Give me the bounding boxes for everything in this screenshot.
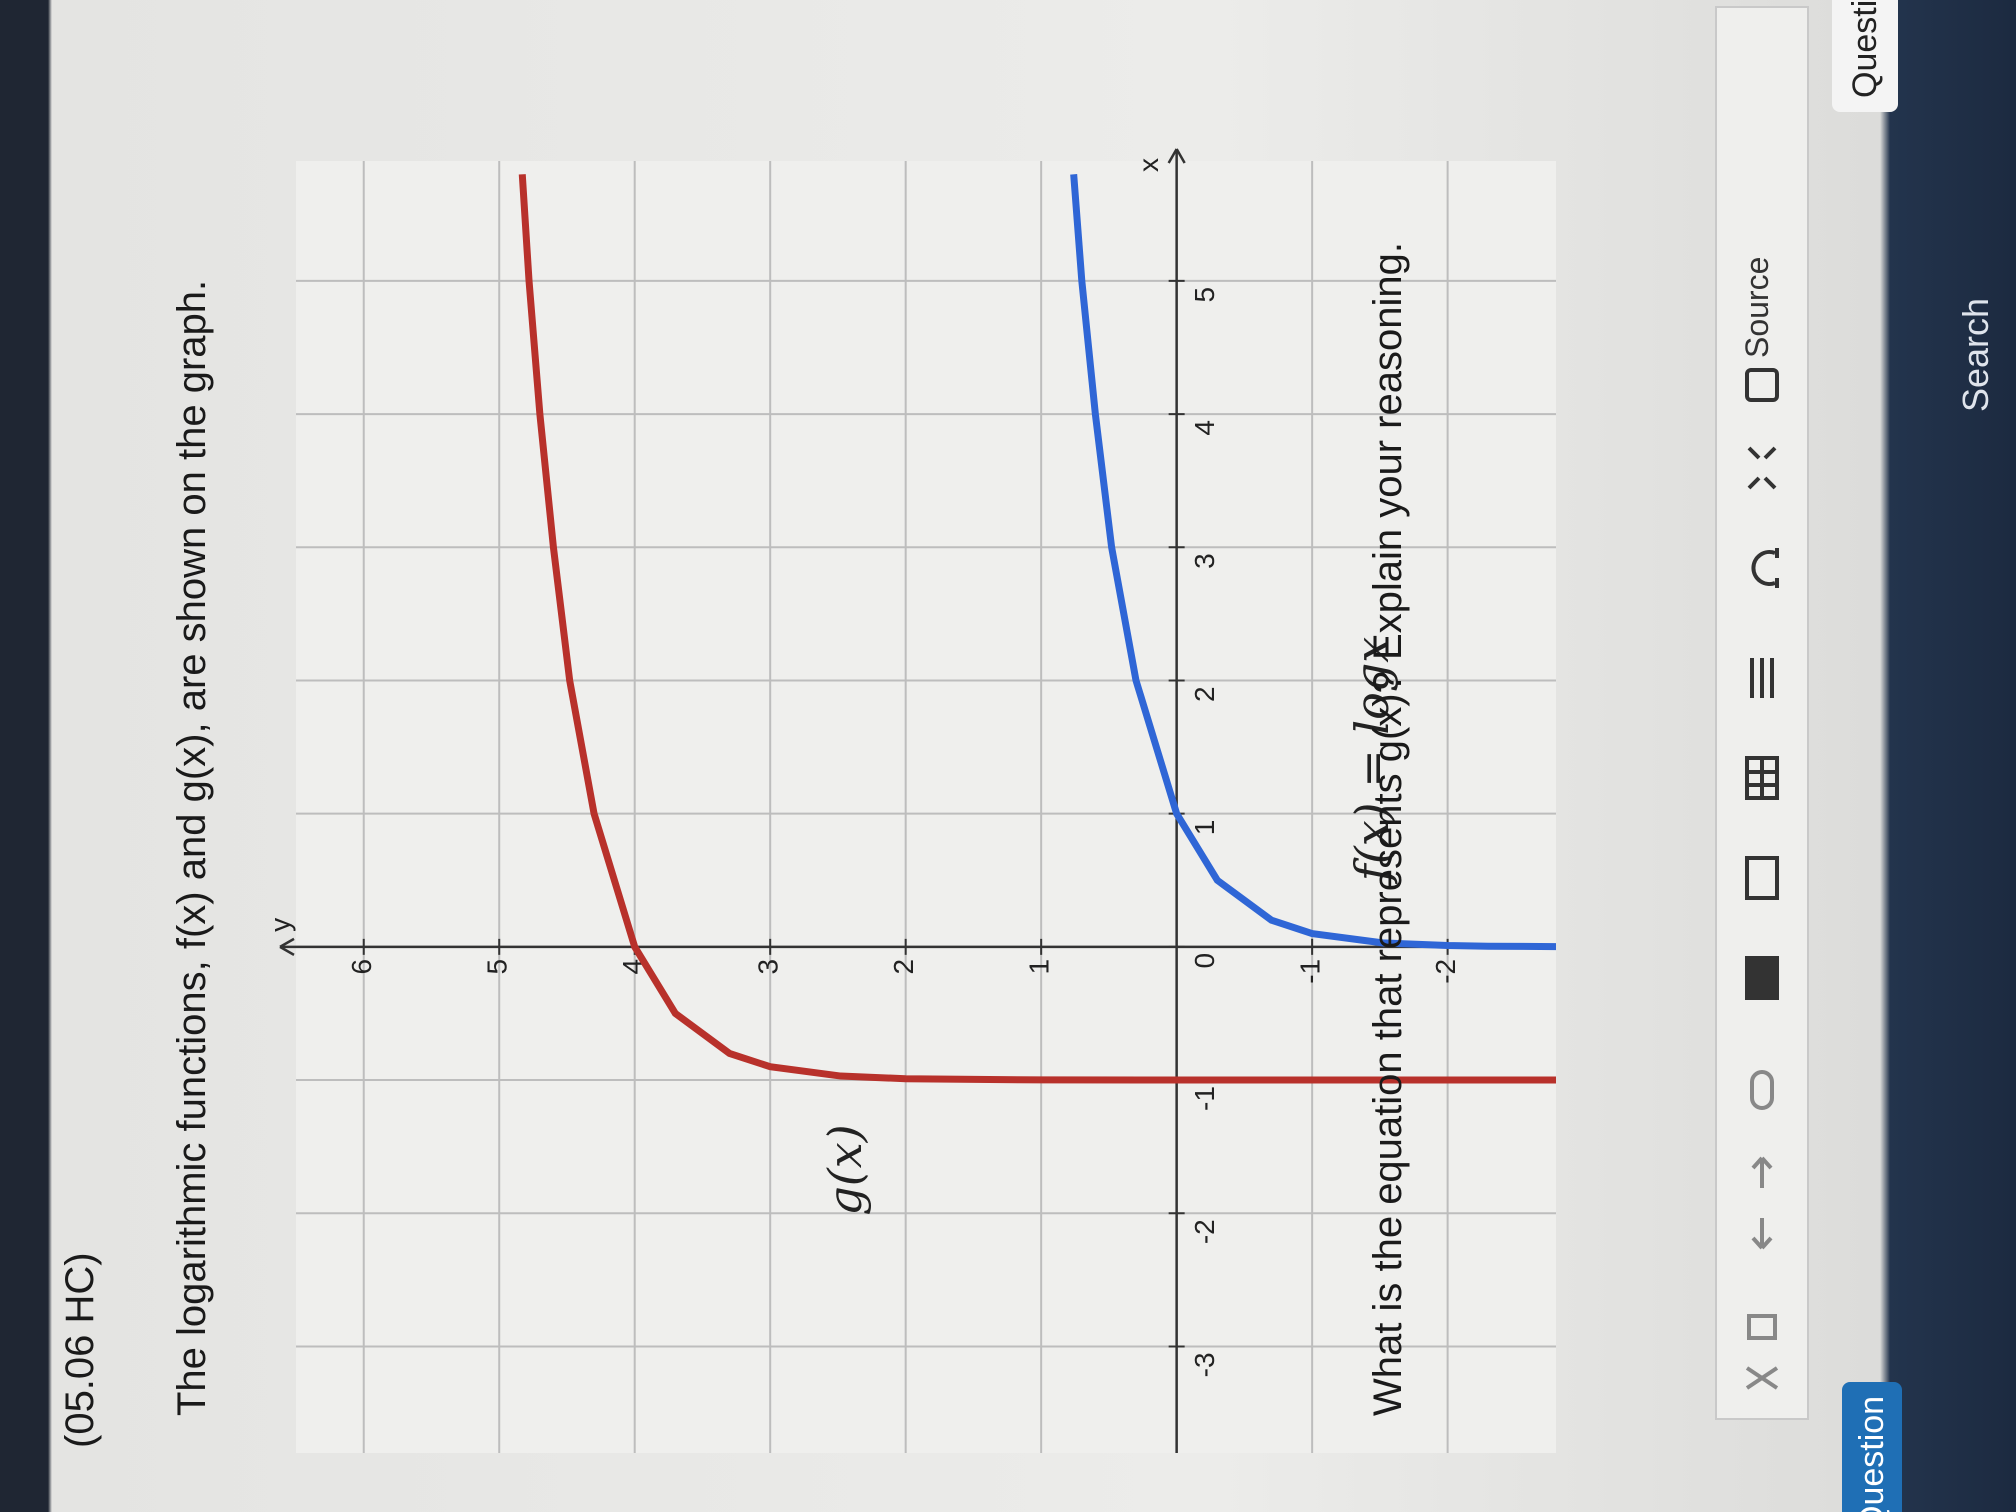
y-tick-label: -2 xyxy=(1430,959,1461,984)
x-tick-label: 3 xyxy=(1189,553,1220,569)
question: What is the equation that represents g(x… xyxy=(1366,242,1410,1416)
y-tick-label: 1 xyxy=(1024,959,1055,975)
question-button[interactable]: Question xyxy=(1832,0,1898,112)
x-tick-label: -1 xyxy=(1189,1086,1220,1111)
taskbar-search[interactable]: Search xyxy=(1955,297,1996,412)
y-axis-label: y xyxy=(264,918,295,932)
plot-background xyxy=(296,161,1556,1453)
y-tick-label: 3 xyxy=(753,959,784,975)
x-tick-label: 4 xyxy=(1189,420,1220,436)
y-axis-arrow xyxy=(279,937,295,956)
source-button[interactable]: Source xyxy=(1739,256,1775,358)
x-tick-label: -3 xyxy=(1189,1352,1220,1377)
x-axis-label: x xyxy=(1133,158,1164,172)
curve-label: f(x) = logx xyxy=(1345,637,1399,885)
function-curve xyxy=(518,174,1556,1084)
x-tick-label: 0 xyxy=(1189,953,1220,969)
function-curve xyxy=(1070,174,1556,951)
x-tick-label: 5 xyxy=(1189,287,1220,303)
curve-label: g(x) xyxy=(818,1124,872,1215)
x-tick-label: 2 xyxy=(1189,686,1220,702)
y-tick-label: 2 xyxy=(888,959,919,975)
x-tick-label: -2 xyxy=(1189,1219,1220,1244)
x-axis-arrow xyxy=(1167,148,1186,164)
editor-toolbar: Source xyxy=(1715,6,1809,1420)
y-tick-label: 5 xyxy=(482,959,513,975)
y-tick-label: -1 xyxy=(1295,959,1326,984)
question-tab[interactable]: Question xyxy=(1842,1382,1902,1512)
y-tick-label: 6 xyxy=(346,959,377,975)
toolbar-icons xyxy=(1745,368,1779,1390)
x-tick-label: 1 xyxy=(1189,820,1220,836)
